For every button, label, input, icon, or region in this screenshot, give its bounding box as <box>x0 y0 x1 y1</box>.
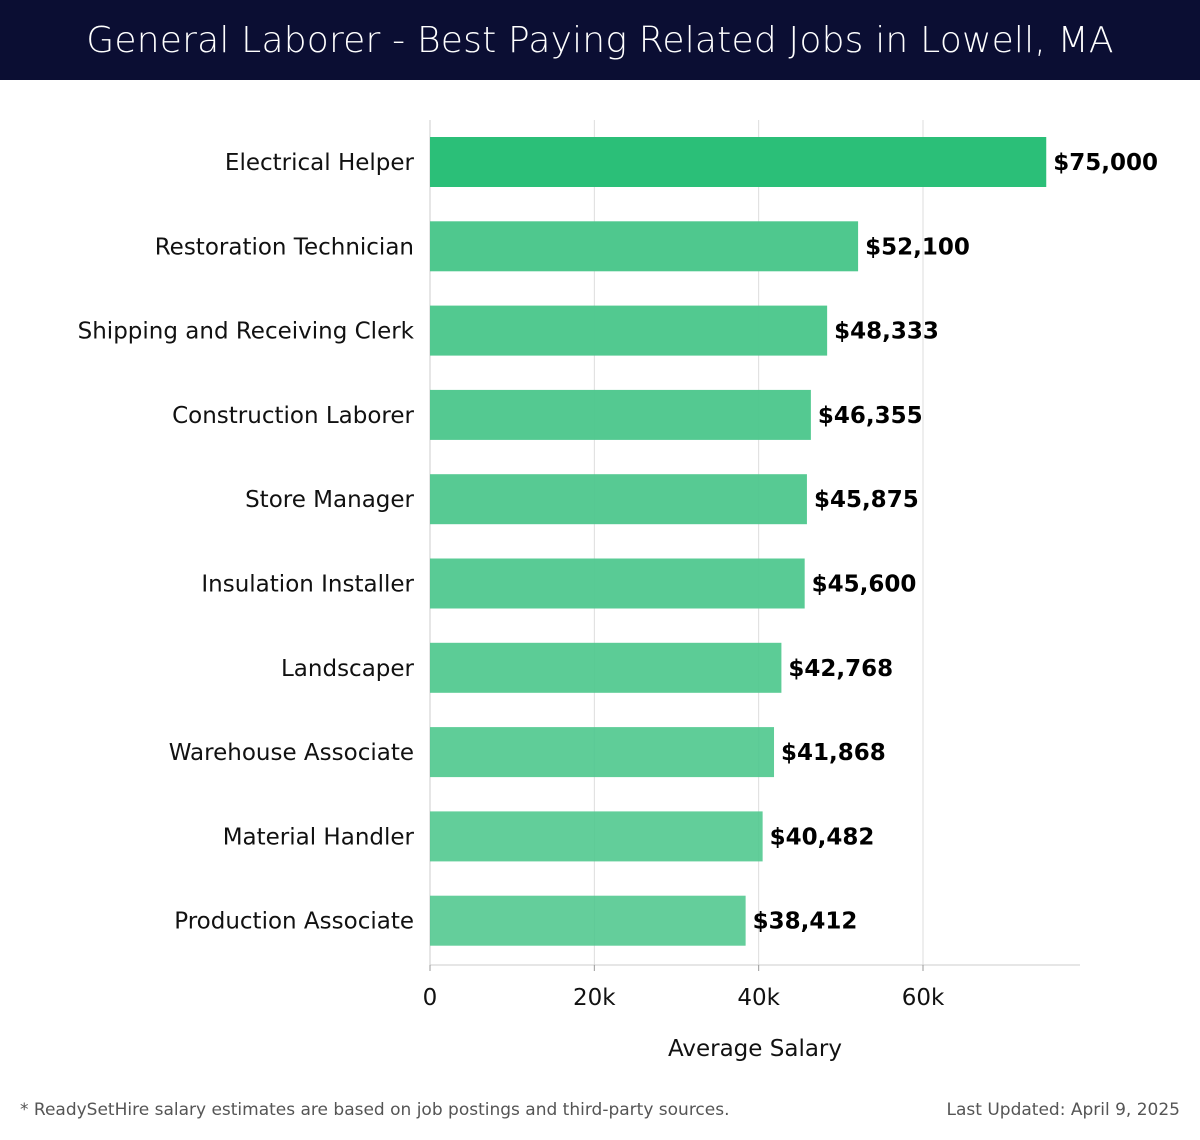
footer-note: * ReadySetHire salary estimates are base… <box>20 1100 730 1120</box>
category-label: Material Handler <box>223 824 415 850</box>
bar <box>430 727 775 778</box>
category-label: Production Associate <box>174 909 414 935</box>
value-label: $40,482 <box>770 824 875 850</box>
x-tick-label: 60k <box>902 985 945 1011</box>
x-axis-title: Average Salary <box>668 1036 842 1062</box>
x-tick-label: 0 <box>423 985 438 1011</box>
value-label: $75,000 <box>1053 150 1158 176</box>
bar <box>430 642 782 693</box>
category-label: Construction Laborer <box>172 403 414 429</box>
bar <box>430 221 859 272</box>
bar <box>430 137 1047 187</box>
category-label: Restoration Technician <box>155 234 414 260</box>
category-label: Landscaper <box>281 656 415 682</box>
category-label: Store Manager <box>245 487 414 513</box>
x-tick-label: 20k <box>573 985 616 1011</box>
bar <box>430 389 811 440</box>
value-label: $41,868 <box>781 740 886 766</box>
bar <box>430 811 763 862</box>
bar <box>430 305 828 356</box>
salary-bar-chart: Electrical Helper $75,000 Restoration Tech… <box>78 120 1158 1062</box>
title-bar: General Laborer - Best Paying Related Jo… <box>0 0 1200 80</box>
category-label: Electrical Helper <box>225 150 415 176</box>
value-label: $52,100 <box>865 234 970 260</box>
category-label: Insulation Installer <box>201 572 414 598</box>
chart-title: General Laborer - Best Paying Related Jo… <box>86 19 1114 61</box>
value-label: $38,412 <box>753 909 858 935</box>
bar <box>430 474 807 525</box>
last-updated: Last Updated: April 9, 2025 <box>946 1100 1180 1120</box>
category-label: Warehouse Associate <box>169 740 414 766</box>
value-label: $45,600 <box>812 572 917 598</box>
value-label: $46,355 <box>818 403 923 429</box>
value-label: $48,333 <box>834 319 939 345</box>
value-label: $45,875 <box>814 487 919 513</box>
bar <box>430 558 805 609</box>
x-tick-label: 40k <box>737 985 780 1011</box>
bar <box>430 895 746 946</box>
category-label: Shipping and Receiving Clerk <box>78 319 415 345</box>
value-label: $42,768 <box>788 656 893 682</box>
